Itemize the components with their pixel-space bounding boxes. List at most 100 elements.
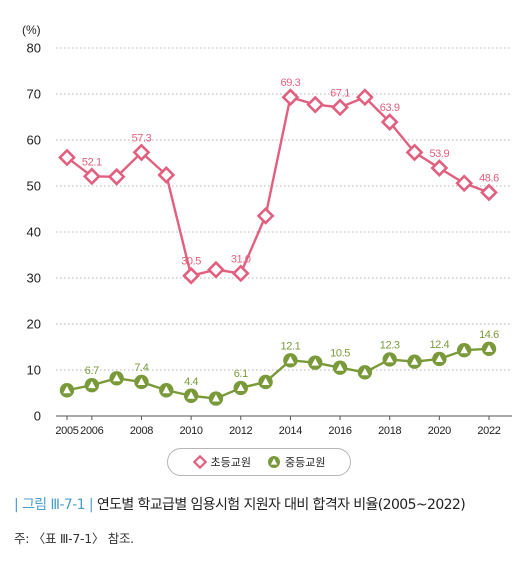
data-point-triangle-glyph — [336, 363, 344, 371]
data-point-triangle-glyph — [261, 377, 270, 385]
y-tick-label: 60 — [27, 133, 41, 148]
data-point-triangle — [456, 343, 472, 358]
source-note: 주: 〈표 Ⅲ-7-1〉 참조. — [14, 531, 134, 546]
legend-label-elementary: 초등교원 — [210, 456, 251, 469]
data-point-triangle — [208, 391, 224, 406]
data-point-triangle-glyph — [485, 344, 493, 352]
legend: 초등교원 중등교원 — [167, 448, 351, 476]
data-point-triangle — [159, 383, 174, 398]
data-point-triangle — [308, 355, 323, 370]
legend-label-secondary: 중등교원 — [285, 456, 326, 469]
data-point-triangle — [382, 352, 397, 367]
data-point-triangle — [233, 380, 248, 396]
data-label: 14.6 — [479, 329, 499, 341]
data-point-triangle-glyph — [385, 355, 394, 363]
data-point-diamond — [405, 143, 424, 162]
y-tick-label: 50 — [27, 179, 41, 194]
figure-number: 그림 Ⅲ-7-1 — [21, 497, 86, 513]
x-tick-label: 2010 — [179, 425, 202, 437]
data-label: 4.4 — [184, 376, 198, 388]
series-lines — [58, 88, 498, 406]
data-label: 63.9 — [380, 102, 400, 114]
x-tick-label: 2016 — [328, 425, 351, 437]
data-label: 6.7 — [85, 365, 99, 377]
data-point-diamond — [480, 183, 498, 202]
data-point-triangle-glyph — [112, 374, 121, 382]
axes: (%) 0 10 20 30 40 50 60 70 80 2005 2006 2008 2010 2012… — [22, 23, 512, 437]
y-tick-label: 10 — [27, 363, 41, 378]
y-tick-label: 30 — [27, 271, 41, 286]
data-label: 52.1 — [82, 156, 102, 168]
y-tick-label: 80 — [27, 41, 41, 56]
data-point-triangle — [432, 351, 447, 367]
data-point-triangle-glyph — [361, 368, 369, 376]
data-point-triangle-glyph — [187, 391, 195, 399]
data-point-triangle-glyph — [460, 346, 468, 354]
data-point-diamond — [430, 159, 449, 177]
data-point-diamond — [231, 264, 250, 283]
data-point-diamond — [207, 260, 225, 279]
data-point-triangle-glyph — [212, 394, 220, 402]
gridlines — [56, 47, 512, 371]
data-point-diamond — [182, 266, 201, 285]
data-label: 67.1 — [330, 87, 350, 99]
data-point-triangle — [407, 354, 422, 369]
legend-item-secondary: 중등교원 — [267, 454, 325, 470]
data-point-diamond — [355, 88, 374, 107]
y-tick-label: 20 — [27, 317, 41, 332]
x-tick-label: 2020 — [428, 425, 451, 437]
data-label: 48.6 — [479, 172, 499, 184]
data-point-triangle — [258, 374, 273, 390]
data-point-diamond — [281, 88, 300, 107]
data-point-triangle — [134, 374, 149, 390]
data-point-triangle-glyph — [286, 356, 295, 364]
data-label: 6.1 — [234, 368, 248, 380]
data-point-triangle — [481, 341, 497, 357]
figure-title: 연도별 학교급별 임용시험 지원자 대비 합격자 비율(2005~2022) — [96, 497, 466, 513]
y-unit-label: (%) — [22, 23, 41, 37]
y-tick-label: 0 — [34, 409, 41, 424]
data-point-triangle-glyph — [137, 377, 146, 385]
x-tick-label: 2005 — [55, 425, 78, 437]
data-label: 31.0 — [231, 253, 251, 265]
data-point-triangle — [332, 360, 348, 375]
figure-caption: | 그림 Ⅲ-7-1 | 연도별 학교급별 임용시험 지원자 대비 합격자 비율… — [14, 494, 512, 514]
data-point-triangle-glyph — [88, 380, 96, 389]
data-point-diamond — [306, 95, 325, 114]
data-point-diamond — [82, 167, 101, 186]
data-label: 53.9 — [429, 148, 449, 160]
diamond-marker-icon — [192, 455, 207, 469]
data-point-diamond — [58, 148, 76, 167]
data-point-triangle — [59, 383, 75, 398]
data-label: 30.5 — [181, 256, 201, 268]
x-tick-label: 2006 — [80, 425, 103, 437]
data-point-triangle — [183, 388, 199, 403]
caption-separator-left: | — [14, 497, 19, 513]
data-point-triangle — [283, 353, 298, 368]
data-point-triangle — [84, 377, 100, 393]
y-tick-label: 70 — [27, 87, 41, 102]
data-point-triangle-glyph — [63, 386, 71, 394]
triangle-marker-icon — [268, 456, 280, 468]
legend-item-elementary: 초등교원 — [192, 454, 251, 470]
x-tick-label: 2018 — [378, 425, 401, 437]
x-tick-label: 2022 — [477, 425, 500, 437]
data-label: 7.4 — [134, 362, 148, 374]
data-label: 69.3 — [281, 77, 301, 89]
x-tick-label: 2008 — [130, 425, 153, 437]
data-point-diamond — [256, 206, 275, 225]
data-label: 12.3 — [380, 339, 400, 351]
data-point-diamond — [157, 166, 176, 184]
x-tick-label: 2012 — [229, 425, 252, 437]
data-point-triangle-glyph — [311, 358, 320, 366]
data-point-diamond — [107, 167, 126, 186]
data-point-triangle — [357, 365, 373, 380]
data-point-triangle-glyph — [435, 354, 444, 362]
data-label: 12.4 — [429, 339, 449, 351]
data-point-diamond — [380, 113, 399, 131]
data-point-diamond — [132, 143, 151, 162]
y-tick-label: 40 — [27, 225, 41, 240]
series-line-secondary — [66, 347, 490, 400]
data-label: 12.1 — [281, 340, 301, 352]
line-chart: (%) 0 10 20 30 40 50 60 70 80 2005 2006 2008 2010 2012… — [22, 23, 512, 437]
